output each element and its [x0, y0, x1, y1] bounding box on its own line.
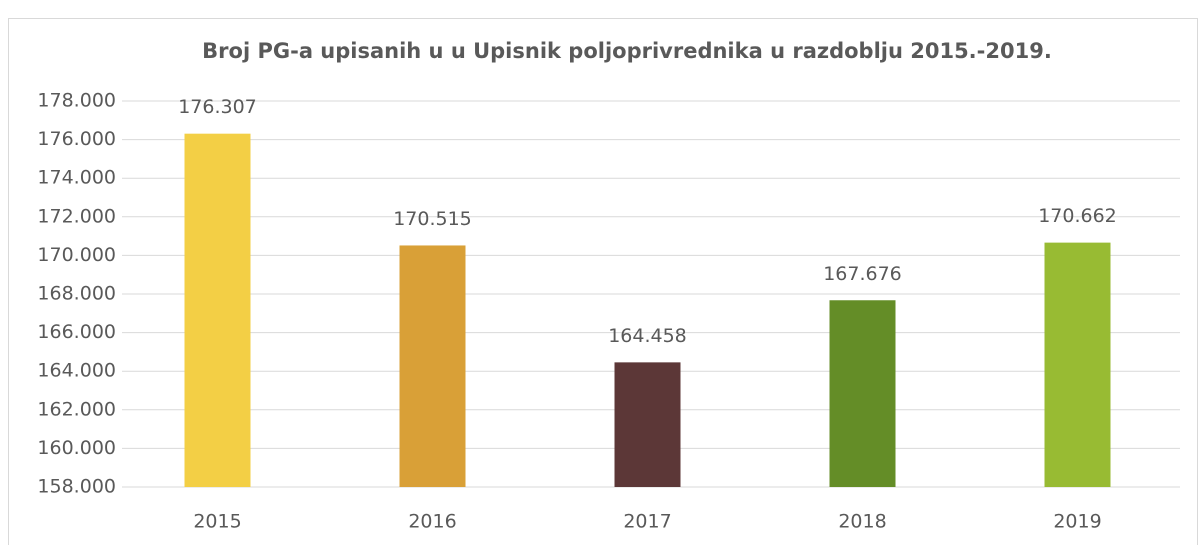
y-tick-label: 158.000: [37, 476, 116, 498]
value-label: 164.458: [608, 325, 687, 347]
chart-title: Broj PG-a upisanih u u Upisnik poljopriv…: [202, 39, 1052, 63]
value-label: 176.307: [178, 96, 257, 118]
value-label: 167.676: [823, 263, 902, 285]
x-tick-label: 2017: [623, 511, 671, 533]
x-tick-label: 2018: [838, 511, 886, 533]
y-tick-label: 164.000: [37, 360, 116, 382]
x-tick-label: 2016: [408, 511, 456, 533]
y-tick-label: 160.000: [37, 437, 116, 459]
bar: [614, 362, 681, 487]
value-label: 170.662: [1038, 205, 1117, 227]
x-tick-label: 2019: [1053, 511, 1101, 533]
y-tick-label: 162.000: [37, 398, 116, 420]
bar: [399, 245, 466, 487]
bar: [184, 133, 251, 487]
x-tick-label: 2015: [193, 511, 241, 533]
y-tick-label: 176.000: [37, 128, 116, 150]
y-tick-label: 166.000: [37, 321, 116, 343]
y-tick-label: 170.000: [37, 244, 116, 266]
bar: [829, 300, 896, 487]
y-tick-label: 174.000: [37, 167, 116, 189]
value-label: 170.515: [393, 208, 472, 230]
bar: [1044, 242, 1111, 487]
y-tick-label: 168.000: [37, 283, 116, 305]
y-tick-label: 172.000: [37, 205, 116, 227]
y-tick-label: 178.000: [37, 90, 116, 112]
